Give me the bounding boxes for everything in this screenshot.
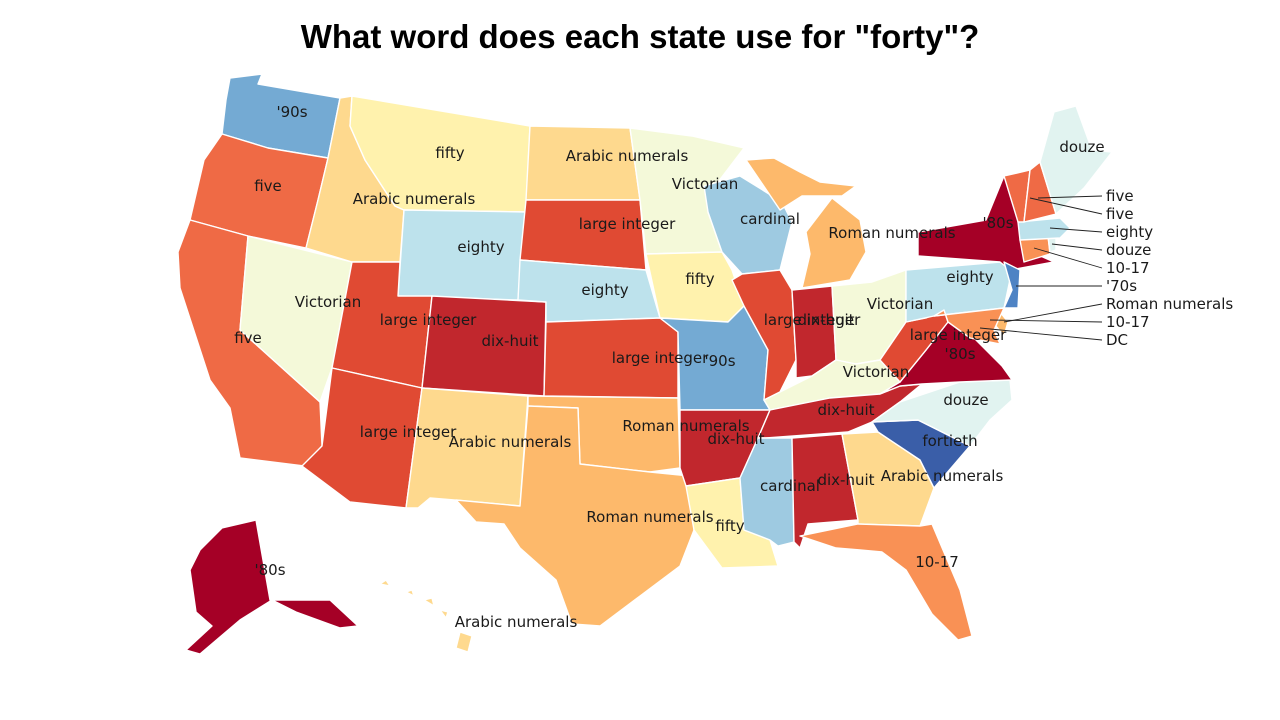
state-label-ky: Victorian — [843, 363, 909, 381]
state-label-wy: eighty — [457, 238, 504, 256]
state-label-hi: Arabic numerals — [455, 613, 578, 631]
state-label-nd: Arabic numerals — [566, 147, 689, 165]
state-hi — [379, 579, 473, 653]
state-label-in: dix-huit — [797, 311, 854, 329]
state-label-ny: '80s — [982, 214, 1013, 232]
state-label-oh: Victorian — [867, 295, 933, 313]
state-nv — [239, 235, 353, 403]
state-label-wi: cardinal — [740, 210, 800, 228]
callout-label-ct: 10-17 — [1106, 259, 1150, 277]
state-label-ia: fifty — [685, 270, 714, 288]
state-nj — [1003, 261, 1021, 309]
callout-line-vt — [1029, 197, 1103, 215]
callout-label-dc: DC — [1106, 331, 1128, 349]
callout-line-md — [989, 319, 1103, 323]
state-mi — [745, 157, 867, 289]
state-label-mn: Victorian — [672, 175, 738, 193]
state-label-sc: fortieth — [922, 432, 977, 450]
state-label-tx: Roman numerals — [586, 508, 713, 526]
callout-line-ma — [1049, 227, 1103, 233]
state-label-ca: five — [234, 329, 262, 347]
state-ms — [739, 437, 795, 547]
state-label-or: five — [254, 177, 282, 195]
callout-label-de: Roman numerals — [1106, 295, 1233, 313]
callout-line-de — [1003, 303, 1103, 323]
state-label-il: large integer — [764, 311, 861, 329]
state-label-mt: fifty — [435, 144, 464, 162]
state-ak — [185, 519, 359, 655]
state-label-ak: '80s — [254, 561, 285, 579]
state-label-me: douze — [1059, 138, 1104, 156]
state-label-co: dix-huit — [481, 332, 538, 350]
state-fl — [799, 523, 973, 641]
callout-label-vt: five — [1106, 205, 1134, 223]
state-tx — [455, 405, 695, 627]
state-label-wv: large integer — [910, 326, 1007, 344]
state-sd — [519, 199, 647, 271]
callout-line-ct — [1033, 247, 1103, 269]
callout-line-ri — [1051, 243, 1103, 251]
map-title: What word does each state use for "forty… — [300, 18, 980, 55]
state-label-la: fifty — [715, 517, 744, 535]
state-label-tn: dix-huit — [817, 401, 874, 419]
state-label-pa: eighty — [946, 268, 993, 286]
state-label-id: Arabic numerals — [353, 190, 476, 208]
state-label-wa: '90s — [276, 103, 307, 121]
state-label-nv: Victorian — [295, 293, 361, 311]
state-label-az: large integer — [360, 423, 457, 441]
state-label-va: '80s — [944, 345, 975, 363]
state-label-ok: Roman numerals — [622, 417, 749, 435]
state-label-mo: '90s — [704, 352, 735, 370]
state-label-ga: Arabic numerals — [881, 467, 1004, 485]
callout-label-ma: eighty — [1106, 223, 1153, 241]
state-label-ar: dix-huit — [707, 430, 764, 448]
state-label-ks: large integer — [612, 349, 709, 367]
callout-label-nh: five — [1106, 187, 1134, 205]
callout-label-md: 10-17 — [1106, 313, 1150, 331]
state-ma — [1017, 217, 1071, 241]
state-label-ut: large integer — [380, 311, 477, 329]
callout-label-nj: '70s — [1106, 277, 1137, 295]
state-label-al: dix-huit — [817, 471, 874, 489]
state-label-sd: large integer — [579, 215, 676, 233]
state-ks — [543, 317, 679, 399]
state-me — [1039, 105, 1113, 215]
state-label-fl: 10-17 — [915, 553, 959, 571]
state-label-nc: douze — [943, 391, 988, 409]
callout-label-ri: douze — [1106, 241, 1151, 259]
state-label-ne: eighty — [581, 281, 628, 299]
state-label-mi: Roman numerals — [828, 224, 955, 242]
callout-line-dc — [979, 327, 1103, 341]
state-label-ms: cardinal — [760, 477, 820, 495]
callout-line-nh — [1037, 195, 1103, 199]
state-md — [933, 307, 1005, 345]
state-label-nm: Arabic numerals — [449, 433, 572, 451]
